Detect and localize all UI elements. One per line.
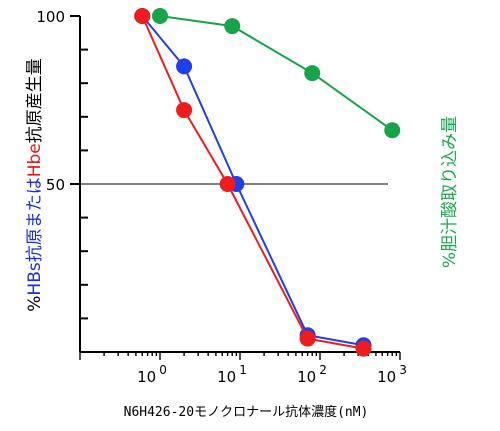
data-point bbox=[384, 122, 401, 139]
series-line bbox=[141, 15, 364, 347]
data-point bbox=[176, 58, 193, 75]
data-point bbox=[304, 65, 321, 82]
series-1 bbox=[134, 8, 372, 354]
data-point bbox=[219, 176, 236, 192]
x-axis: 10 0 10 1 10 2 10 3 bbox=[79, 351, 407, 386]
data-point bbox=[176, 102, 193, 119]
x-tick-label: 10 1 bbox=[217, 363, 247, 386]
x-axis-label: N6H426-20モノクロナール抗体濃度(nM) bbox=[124, 404, 369, 420]
data-point bbox=[299, 330, 316, 347]
data-point bbox=[224, 18, 241, 35]
y-axis-label-right: %胆汁酸取り込み量 bbox=[440, 116, 460, 268]
y-tick-label: 50 bbox=[46, 176, 65, 194]
y-tick-label: 100 bbox=[36, 8, 65, 26]
x-tick-label: 10 2 bbox=[297, 363, 327, 386]
x-tick-label: 10 0 bbox=[137, 363, 167, 386]
data-point bbox=[355, 340, 372, 357]
series-group bbox=[134, 8, 401, 357]
series-2 bbox=[134, 8, 372, 357]
series-0 bbox=[152, 8, 401, 139]
data-point bbox=[134, 8, 151, 24]
y-axis-label-left: %HBs抗原またはHbe抗原産生量 bbox=[25, 58, 45, 312]
series-line bbox=[141, 15, 364, 350]
data-point bbox=[152, 8, 168, 24]
x-tick-label: 10 3 bbox=[377, 363, 407, 386]
y-axis: 100 50 bbox=[36, 8, 88, 353]
series-line bbox=[159, 15, 393, 132]
